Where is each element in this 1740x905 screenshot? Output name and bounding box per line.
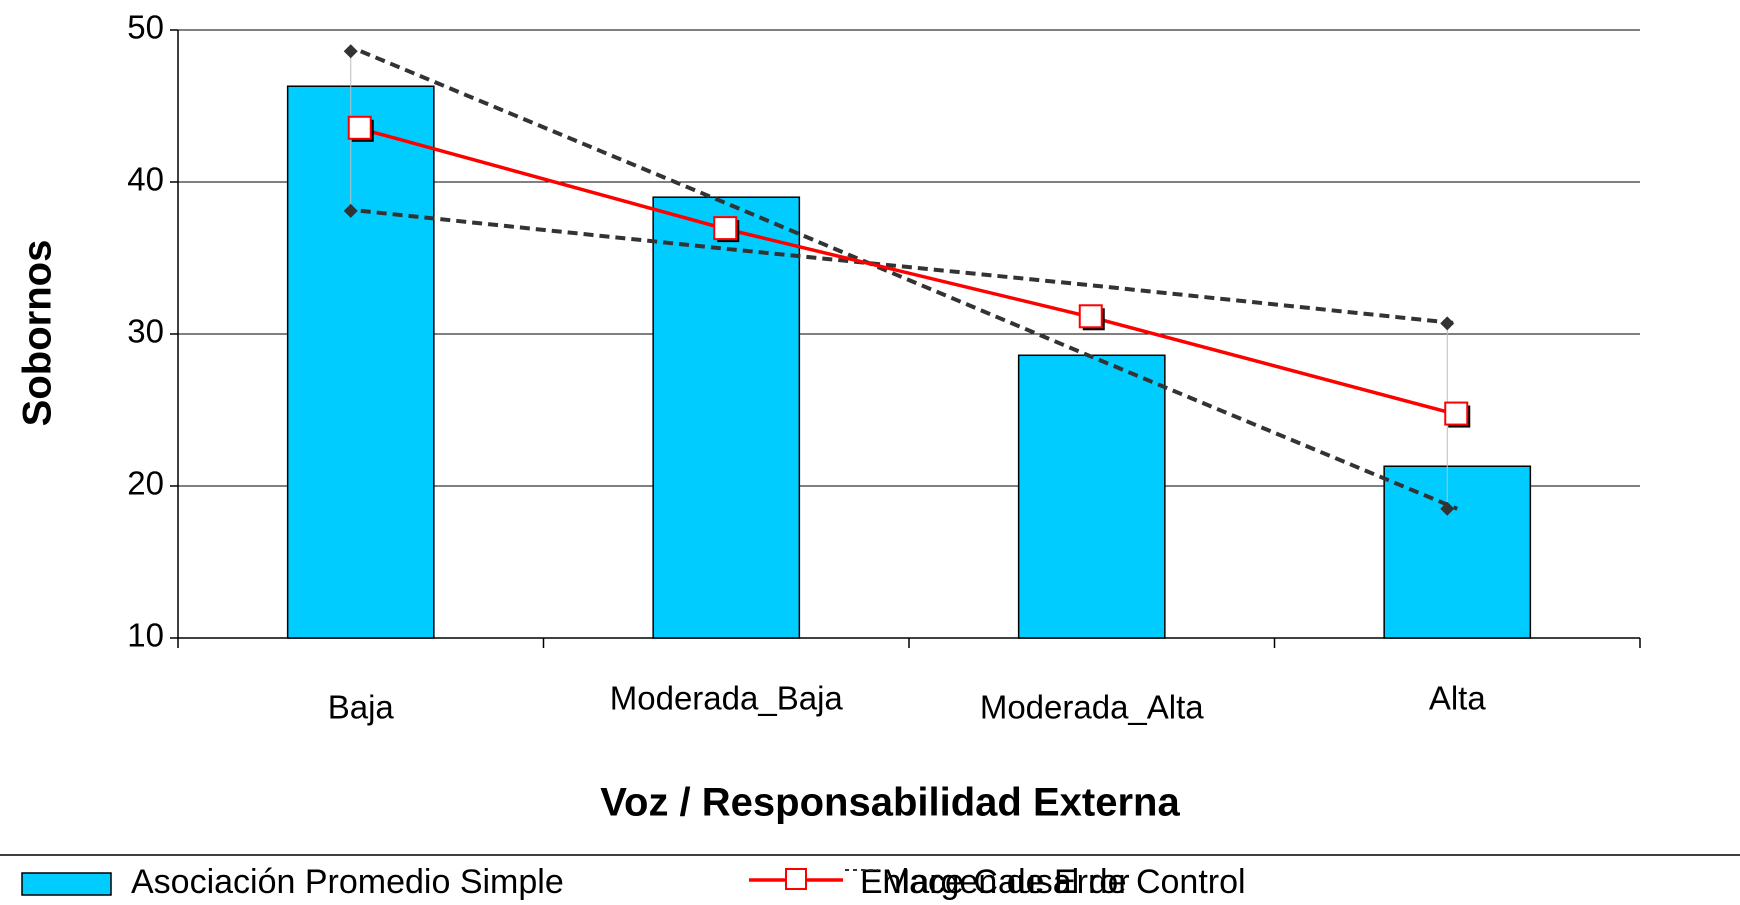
legend-label: Asociación Promedio Simple [131,863,564,901]
x-axis-title: Voz / Responsabilidad Externa [600,781,1180,825]
legend-label: Margen de Error [882,863,1130,901]
error-line [360,208,1458,326]
error-marker [343,44,358,59]
bar [652,196,801,639]
marker [1078,304,1103,329]
legend-label: Enlace Causal de Control [860,863,1246,901]
y-tick-label: 50 [127,9,164,46]
marker [713,216,738,241]
y-axis-title: Sobornos [16,240,60,427]
error-marker [343,203,358,218]
error-line [359,49,1459,511]
legend-marker [785,868,807,890]
x-tick-label: Baja [328,689,395,726]
x-tick-label: Moderada_Baja [610,680,844,717]
bar [1017,354,1166,639]
line [360,127,1458,417]
bar [286,85,435,639]
legend-swatch [21,872,112,896]
marker [347,115,372,140]
bar [1383,465,1532,639]
y-tick-label: 10 [127,617,164,654]
marker [1444,401,1469,426]
y-tick-label: 30 [127,313,164,350]
x-tick-label: Moderada_Alta [980,689,1204,726]
x-tick-label: Alta [1429,680,1487,717]
y-tick-label: 20 [127,465,164,502]
error-marker [1440,501,1455,516]
y-tick-label: 40 [127,161,164,198]
error-marker [1440,316,1455,331]
